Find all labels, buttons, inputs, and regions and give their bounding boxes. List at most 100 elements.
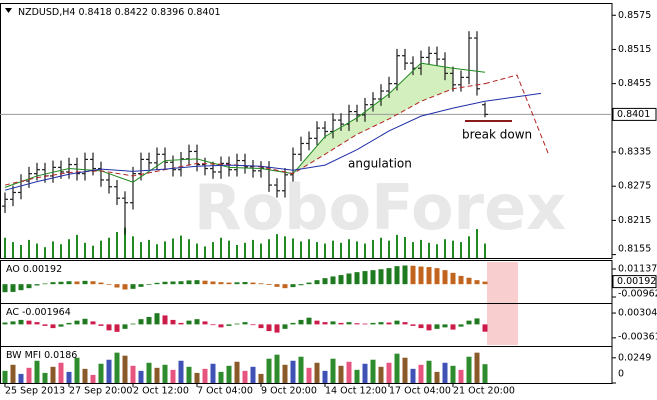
histogram-bar	[170, 281, 176, 285]
histogram-bar	[202, 280, 208, 285]
y-tick-label: -0.00962	[618, 289, 657, 300]
histogram-bar	[466, 320, 472, 325]
volume-bar	[252, 239, 254, 258]
histogram-bar	[98, 363, 104, 383]
volume-bar	[76, 234, 78, 258]
histogram-bar	[50, 324, 56, 329]
histogram-bar	[418, 324, 424, 329]
volume-bar	[292, 238, 294, 258]
histogram-bar	[274, 324, 280, 333]
histogram-bar	[418, 364, 424, 383]
panel-frame	[0, 3, 613, 259]
angulation-zone	[293, 63, 453, 174]
volume-bar	[196, 243, 198, 258]
histogram-bar	[458, 275, 464, 285]
histogram-bar	[130, 323, 136, 325]
ma-line	[4, 62, 486, 188]
histogram-bar	[314, 320, 320, 325]
y-tick-label: 0.8455	[618, 78, 651, 89]
histogram-bar	[242, 282, 248, 285]
histogram-bar	[434, 371, 440, 383]
histogram-bar	[82, 280, 88, 285]
histogram-bar	[250, 324, 256, 326]
histogram-bar	[34, 284, 40, 286]
volume-bar	[156, 244, 158, 258]
histogram-bar	[346, 361, 352, 383]
histogram-bar	[394, 320, 400, 325]
histogram-bar	[178, 360, 184, 383]
histogram-bar	[122, 355, 128, 383]
x-tick-label: 27 Sep 20:00	[69, 386, 132, 397]
histogram-bar	[58, 281, 64, 285]
panel-frame	[0, 346, 613, 384]
volume-bar	[476, 229, 478, 258]
value-box	[612, 275, 657, 289]
histogram-bar	[114, 324, 120, 332]
x-tick-label: 7 Oct 04:00	[197, 386, 253, 397]
histogram-bar	[266, 358, 272, 383]
volume-bar	[36, 243, 38, 258]
histogram-bar	[234, 282, 240, 285]
volume-bar	[204, 246, 206, 258]
volume-bar	[84, 242, 86, 258]
y-tick-label: -0.00361	[618, 332, 657, 343]
histogram-bar	[138, 370, 144, 383]
header-part: 0.00192	[23, 264, 62, 275]
volume-bar	[244, 242, 246, 258]
histogram-bar	[426, 360, 432, 383]
histogram-bar	[258, 324, 264, 329]
histogram-bar	[306, 317, 312, 325]
histogram-bar	[42, 283, 48, 285]
histogram-bar	[322, 322, 328, 325]
histogram-bar	[474, 318, 480, 325]
histogram-bar	[450, 272, 456, 285]
histogram-bar	[66, 281, 72, 285]
histogram-bar	[194, 319, 200, 325]
volume-bar	[364, 243, 366, 258]
histogram-bar	[466, 356, 472, 383]
histogram-bar	[402, 322, 408, 325]
volume-bar	[180, 235, 182, 258]
watermark: RoboForex	[194, 171, 566, 244]
volume-bar	[44, 247, 46, 258]
histogram-bar	[10, 364, 16, 383]
histogram-bar	[322, 278, 328, 285]
histogram-bar	[10, 284, 16, 292]
histogram-bar	[26, 367, 32, 383]
x-tick-label: 21 Oct 20:00	[453, 386, 515, 397]
volume-bar	[116, 231, 118, 258]
y-tick-label: 0.8515	[618, 44, 651, 55]
histogram-bar	[218, 371, 224, 383]
histogram-bar	[58, 324, 64, 327]
histogram-bar	[474, 280, 480, 285]
volume-bar	[332, 240, 334, 258]
histogram-bar	[378, 366, 384, 383]
histogram-bar	[26, 320, 32, 325]
histogram-bar	[410, 368, 416, 383]
y-tick-label: 0.8215	[618, 215, 651, 226]
histogram-bar	[282, 284, 288, 289]
histogram-bar	[394, 266, 400, 285]
histogram-bar	[218, 324, 224, 328]
histogram-bar	[370, 322, 376, 325]
histogram-bar	[138, 284, 144, 287]
histogram-bar	[298, 284, 304, 286]
volume-bar	[108, 237, 110, 258]
histogram-bar	[18, 373, 24, 383]
histogram-bar	[162, 315, 168, 325]
histogram-bar	[458, 369, 464, 383]
histogram-bar	[442, 362, 448, 383]
histogram-bar	[2, 322, 8, 325]
histogram-bar	[58, 362, 64, 383]
volume-bar	[436, 244, 438, 258]
annotation: angulation	[348, 157, 412, 171]
histogram-bar	[322, 370, 328, 383]
volume-bar	[300, 241, 302, 258]
histogram-bar	[274, 354, 280, 383]
volume-bar	[388, 240, 390, 258]
volume-bar	[60, 244, 62, 258]
histogram-bar	[402, 357, 408, 383]
histogram-bar	[210, 363, 216, 383]
y-tick-label: 0.003042	[618, 308, 657, 319]
